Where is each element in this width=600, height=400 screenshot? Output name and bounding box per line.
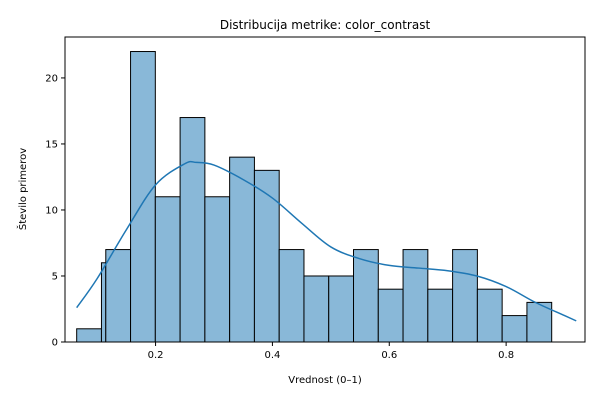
x-axis-label: Vrednost (0–1) — [288, 375, 362, 386]
histogram-bar — [476, 288, 503, 343]
x-tick-label: 0.8 — [498, 350, 514, 361]
histogram-bar — [303, 275, 330, 343]
y-tick-label: 20 — [45, 73, 58, 84]
kde-curve — [76, 160, 577, 322]
y-tick-label: 0 — [52, 338, 58, 349]
histogram-bar — [526, 301, 553, 343]
x-tick-label: 0.2 — [148, 350, 164, 361]
histogram-bar — [105, 249, 132, 343]
x-tick-label: 0.6 — [381, 350, 397, 361]
histogram-bar — [253, 169, 280, 343]
y-axis-ticks: 0 5 10 15 20 — [45, 73, 65, 349]
histogram-bar — [501, 315, 528, 343]
histogram-bar — [278, 249, 305, 343]
histogram-bar — [100, 262, 107, 343]
histogram-bar — [179, 117, 206, 343]
histogram-bar — [353, 249, 379, 343]
x-tick-label: 0.4 — [264, 350, 280, 361]
bars-group — [76, 51, 553, 343]
histogram-bar — [452, 249, 478, 343]
plot-frame — [64, 36, 586, 343]
kde-layer — [76, 160, 577, 322]
histogram-bar — [229, 156, 255, 343]
y-axis-label: Število primerov — [16, 148, 29, 230]
histogram-bar — [204, 196, 231, 343]
histogram-bar — [377, 288, 404, 343]
histogram-bar — [154, 196, 181, 343]
histogram-bar — [76, 328, 102, 343]
histogram-bar — [402, 249, 429, 343]
x-axis-ticks: 0.2 0.4 0.6 0.8 — [148, 342, 514, 361]
histogram-bar — [328, 275, 355, 343]
chart-title: Distribucija metrike: color_contrast — [220, 18, 431, 32]
y-tick-label: 5 — [52, 271, 58, 282]
histogram-bar — [427, 288, 454, 343]
y-tick-label: 15 — [45, 139, 58, 150]
histogram-bar — [130, 51, 156, 343]
y-tick-label: 10 — [45, 205, 58, 216]
